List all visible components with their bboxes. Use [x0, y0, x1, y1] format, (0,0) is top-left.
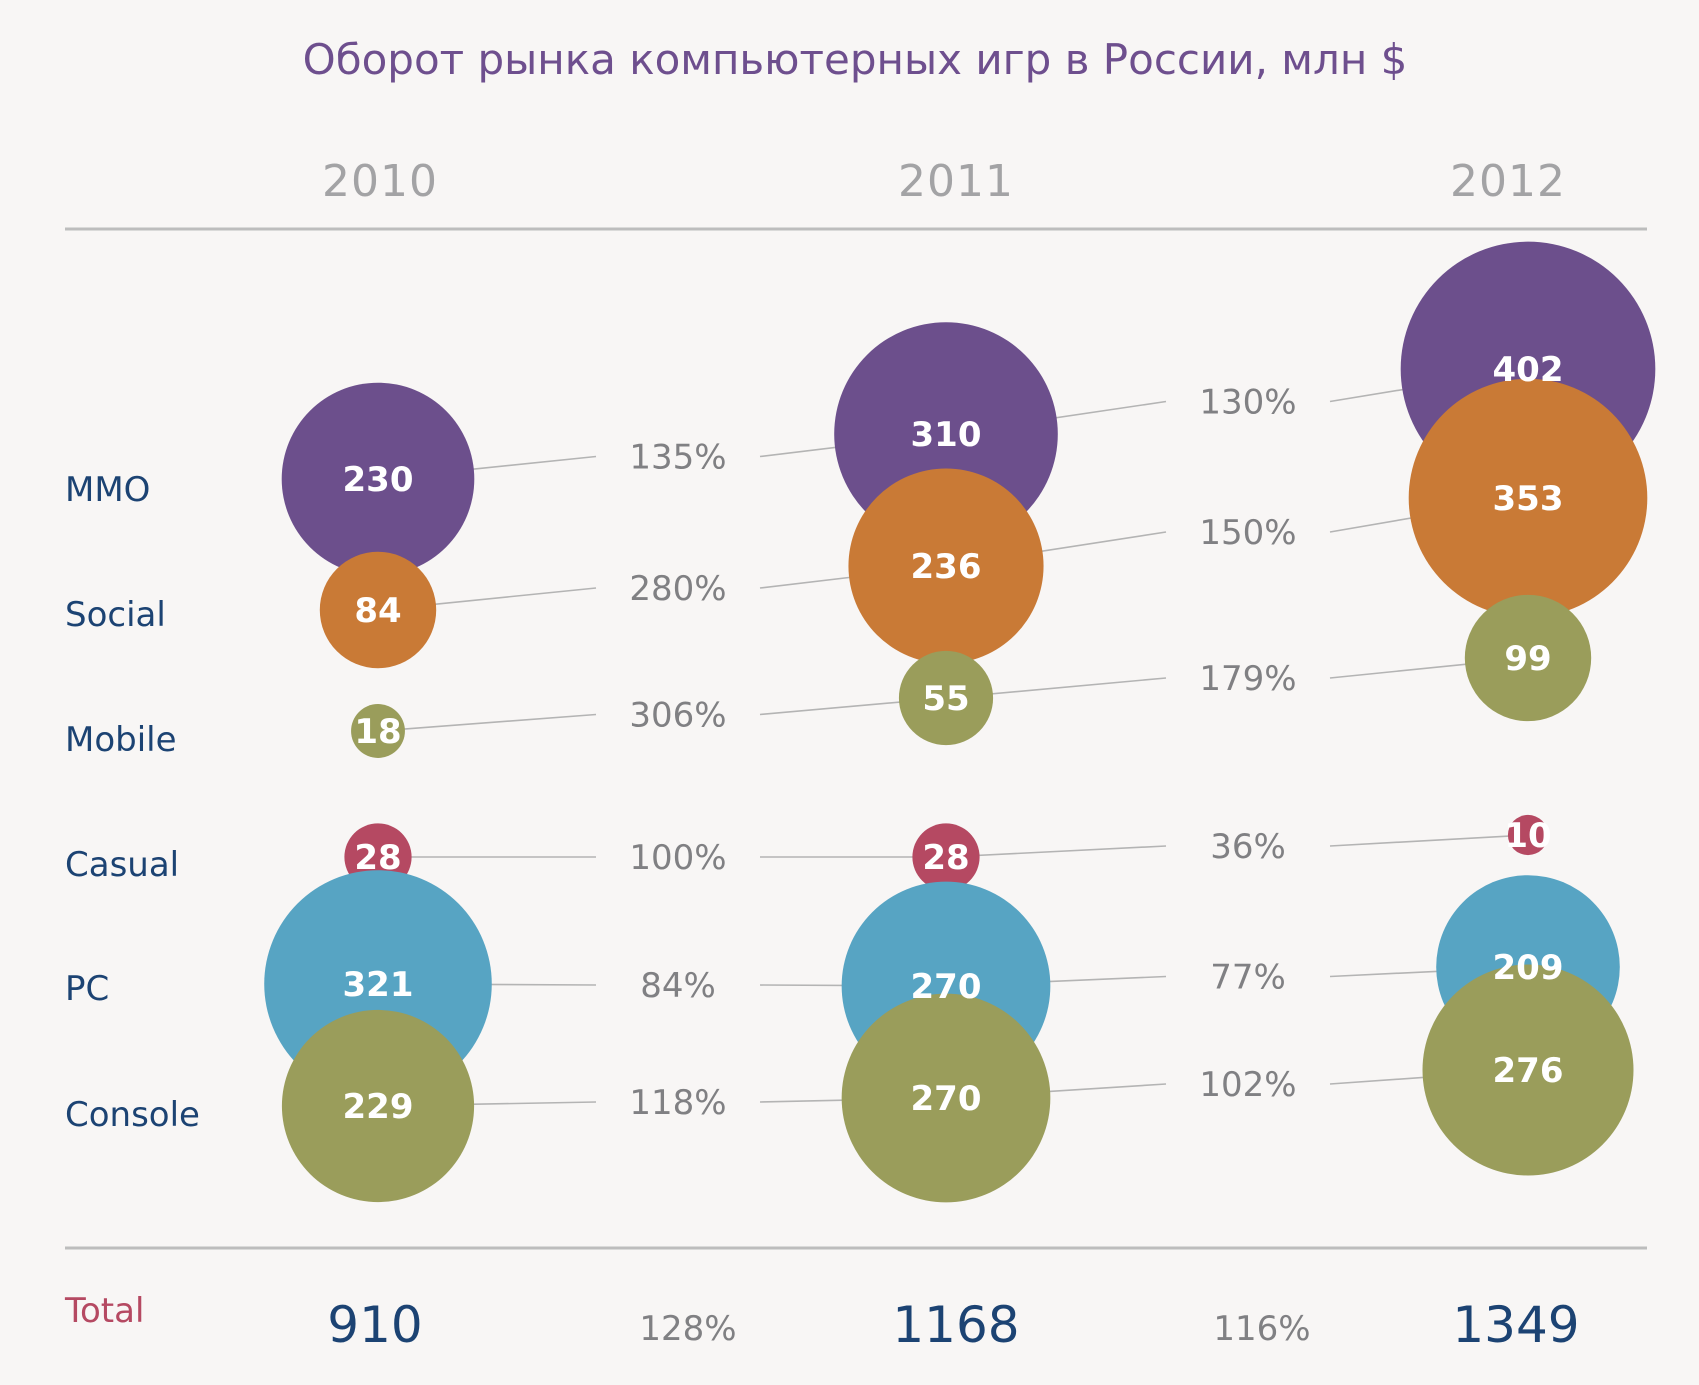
- bubble-mobile-2012: [1464, 594, 1592, 722]
- bubble-console-2012: [1422, 964, 1634, 1176]
- bubble-social-2011: [848, 468, 1044, 664]
- bubble-value-social-2012: 353: [1493, 479, 1564, 519]
- bubble-mobile-2011: [898, 650, 994, 746]
- category-label-casual: Casual: [65, 845, 179, 885]
- bubble-value-social-2010: 84: [354, 591, 401, 631]
- bubble-value-mobile-2010: 18: [354, 712, 401, 752]
- connector-casual-1-a: [945, 845, 1167, 858]
- growth-mobile-2010-2011: 306%: [629, 696, 726, 736]
- bubble-value-mmo-2012: 402: [1493, 350, 1564, 390]
- bubble-value-mobile-2011: 55: [922, 679, 969, 719]
- growth-casual-2011-2012: 36%: [1210, 827, 1286, 867]
- bubble-value-pc-2012: 209: [1493, 948, 1564, 988]
- bubble-console-2011: [841, 993, 1051, 1203]
- bubble-mmo-2010: [281, 382, 475, 576]
- connector-casual-1-b: [1329, 834, 1529, 847]
- growth-social-2011-2012: 150%: [1199, 513, 1296, 553]
- year-headers: 2010 2011 2012: [322, 156, 1566, 207]
- bubble-value-mobile-2012: 99: [1504, 639, 1551, 679]
- total-growth-2011-2012: 116%: [1213, 1309, 1310, 1349]
- bubble-value-social-2011: 236: [911, 547, 982, 587]
- bubble-value-casual-2012: 10: [1504, 816, 1551, 856]
- bubble-value-console-2012: 276: [1493, 1051, 1564, 1091]
- category-labels: MMO Social Mobile Casual PC Console: [65, 470, 200, 1135]
- bubble-value-console-2011: 270: [911, 1079, 982, 1119]
- connector-mobile-0-a: [377, 713, 597, 732]
- bubbles: 230 310 402 84 236 353 18 55 99 28 28 10 321 270 209 22…: [264, 241, 1656, 1203]
- bubble-value-pc-2011: 270: [911, 967, 982, 1007]
- bubble-social-2010: [319, 551, 437, 669]
- bubble-value-pc-2010: 321: [343, 965, 414, 1005]
- bubble-value-casual-2011: 28: [922, 838, 969, 878]
- total-row: Total 910 1168 1349 128% 116%: [64, 1291, 1580, 1354]
- bubble-value-console-2010: 229: [343, 1087, 414, 1127]
- total-value-2010: 910: [327, 1296, 422, 1354]
- bubble-value-mmo-2011: 310: [911, 415, 982, 455]
- chart-title: Оборот рынка компьютерных игр в России, …: [303, 35, 1408, 84]
- total-label: Total: [64, 1291, 144, 1331]
- category-label-pc: PC: [65, 969, 109, 1009]
- growth-pc-2011-2012: 77%: [1210, 958, 1286, 998]
- bubble-value-casual-2010: 28: [354, 838, 401, 878]
- growth-console-2011-2012: 102%: [1199, 1065, 1296, 1105]
- year-header-2011: 2011: [898, 156, 1014, 207]
- total-value-2012: 1349: [1452, 1296, 1579, 1354]
- growth-console-2010-2011: 118%: [629, 1083, 726, 1123]
- growth-mmo-2011-2012: 130%: [1199, 383, 1296, 423]
- bubble-social-2012: [1408, 378, 1648, 618]
- bubble-console-2010: [281, 1009, 475, 1203]
- growth-mobile-2011-2012: 179%: [1199, 659, 1296, 699]
- year-header-2012: 2012: [1450, 156, 1566, 207]
- bubble-value-mmo-2010: 230: [343, 460, 414, 500]
- year-header-2010: 2010: [322, 156, 438, 207]
- category-label-social: Social: [65, 595, 166, 635]
- growth-pc-2010-2011: 84%: [640, 966, 716, 1006]
- growth-mmo-2010-2011: 135%: [629, 438, 726, 478]
- category-label-console: Console: [65, 1095, 200, 1135]
- bubble-casual-2012: [1507, 814, 1549, 856]
- category-label-mmo: MMO: [65, 470, 150, 510]
- growth-social-2010-2011: 280%: [629, 569, 726, 609]
- bubble-mobile-2010: [351, 704, 405, 758]
- bubble-casual-2011: [912, 823, 980, 891]
- total-growth-2010-2011: 128%: [639, 1309, 736, 1349]
- category-label-mobile: Mobile: [65, 720, 177, 760]
- growth-percentages: 135% 130% 280% 150% 306% 179% 100% 36% 84% 77% 118…: [629, 383, 1296, 1124]
- total-value-2011: 1168: [892, 1296, 1019, 1354]
- growth-casual-2010-2011: 100%: [629, 838, 726, 878]
